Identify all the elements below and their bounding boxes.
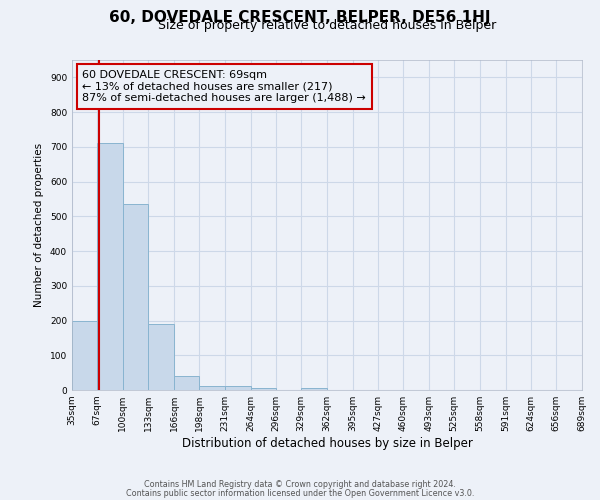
Bar bbox=[97, 144, 122, 390]
Bar bbox=[72, 320, 97, 390]
Title: Size of property relative to detached houses in Belper: Size of property relative to detached ho… bbox=[158, 20, 496, 32]
Text: 60 DOVEDALE CRESCENT: 69sqm
← 13% of detached houses are smaller (217)
87% of se: 60 DOVEDALE CRESCENT: 69sqm ← 13% of det… bbox=[82, 70, 366, 103]
Bar bbox=[199, 386, 225, 390]
Bar bbox=[225, 386, 251, 390]
Bar bbox=[251, 388, 275, 390]
Y-axis label: Number of detached properties: Number of detached properties bbox=[34, 143, 44, 307]
X-axis label: Distribution of detached houses by size in Belper: Distribution of detached houses by size … bbox=[182, 437, 472, 450]
Text: Contains public sector information licensed under the Open Government Licence v3: Contains public sector information licen… bbox=[126, 489, 474, 498]
Bar bbox=[301, 388, 327, 390]
Text: Contains HM Land Registry data © Crown copyright and database right 2024.: Contains HM Land Registry data © Crown c… bbox=[144, 480, 456, 489]
Bar bbox=[174, 376, 199, 390]
Text: 60, DOVEDALE CRESCENT, BELPER, DE56 1HJ: 60, DOVEDALE CRESCENT, BELPER, DE56 1HJ bbox=[109, 10, 491, 25]
Bar bbox=[148, 324, 174, 390]
Bar bbox=[122, 204, 148, 390]
